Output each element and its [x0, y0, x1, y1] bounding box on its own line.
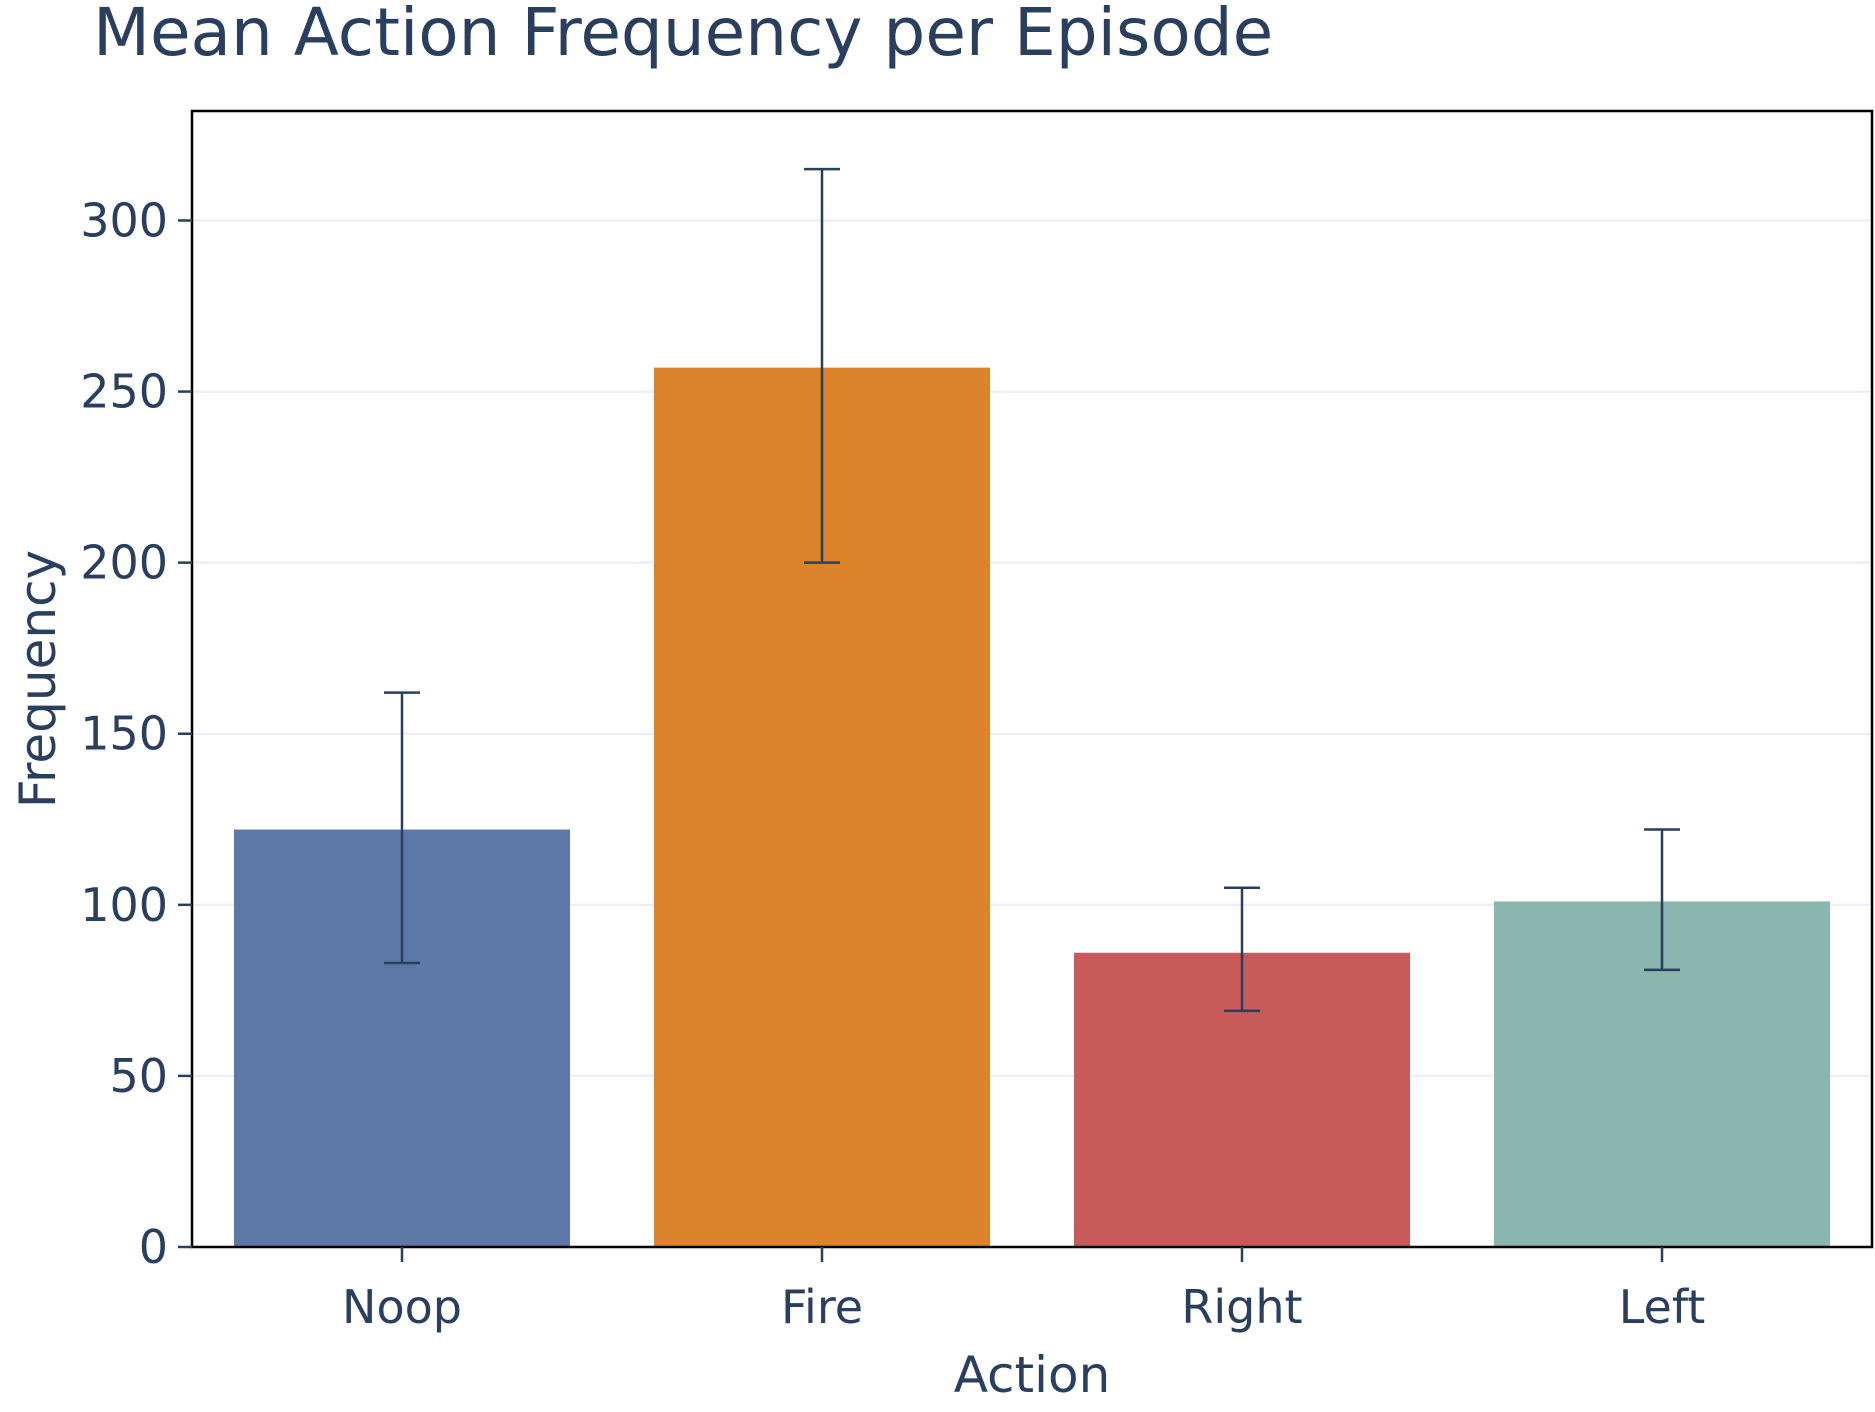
- error-bar-fire: [804, 167, 840, 564]
- x-axis-ticks: Noop Fire Right Left: [342, 1247, 1705, 1334]
- bars: [234, 367, 1830, 1248]
- y-tick-label-300: 300: [80, 193, 168, 247]
- x-tick-label-right: Right: [1181, 1280, 1302, 1334]
- y-tick-label-250: 250: [80, 365, 168, 419]
- y-axis-ticks: 0 50 100 150 200 250 300: [80, 193, 192, 1274]
- x-axis-title: Action: [954, 1346, 1111, 1404]
- x-tick-label-noop: Noop: [342, 1280, 462, 1334]
- plot-frame: [190, 109, 1874, 1249]
- x-tick-label-fire: Fire: [781, 1280, 863, 1334]
- y-tick-label-150: 150: [80, 707, 168, 761]
- y-tick-label-0: 0: [139, 1220, 168, 1274]
- error-bar-right: [1224, 886, 1260, 1013]
- error-bar-left: [1644, 828, 1680, 972]
- y-axis-title: Frequency: [9, 550, 67, 808]
- y-tick-label-100: 100: [80, 878, 168, 932]
- error-bars: [384, 167, 1680, 1013]
- x-tick-label-left: Left: [1619, 1280, 1706, 1334]
- chart-title: Mean Action Frequency per Episode: [93, 0, 1273, 71]
- y-tick-label-200: 200: [80, 536, 168, 590]
- y-tick-label-50: 50: [109, 1049, 168, 1103]
- error-bar-noop: [384, 691, 420, 965]
